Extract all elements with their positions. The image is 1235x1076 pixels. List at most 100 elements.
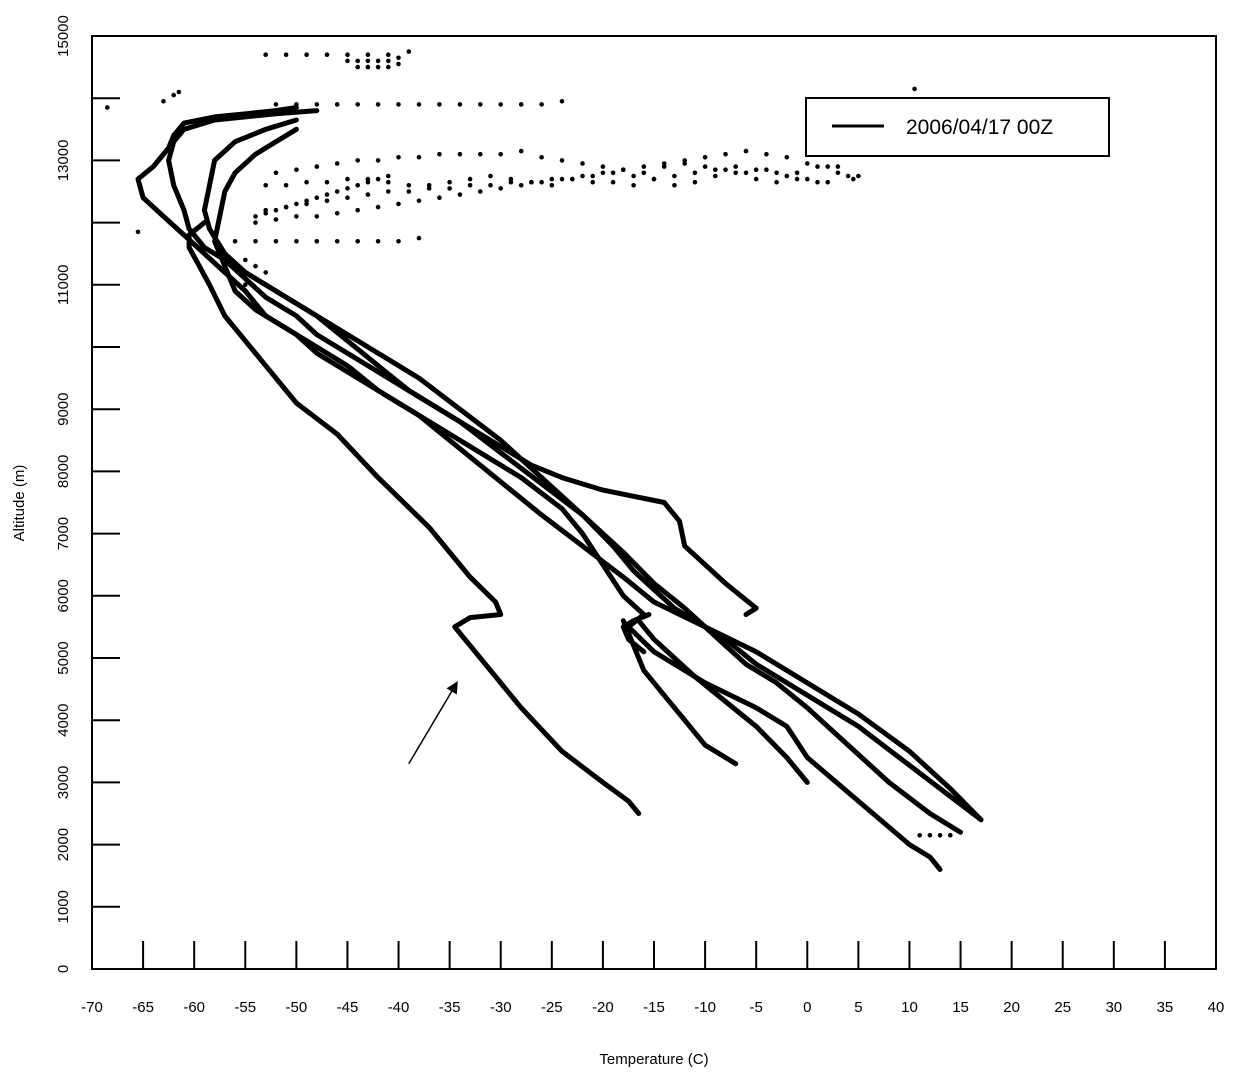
data-point: [590, 173, 595, 179]
x-tick-label: -30: [490, 999, 512, 1016]
data-point: [243, 282, 248, 288]
data-point: [549, 183, 555, 188]
data-point: [386, 173, 391, 179]
data-point: [600, 170, 606, 176]
data-point: [692, 170, 698, 176]
data-point: [416, 235, 422, 241]
data-point: [355, 239, 361, 244]
data-point: [375, 64, 381, 70]
data-point: [416, 198, 422, 204]
data-point: [304, 179, 309, 185]
data-point: [386, 64, 391, 70]
data-point: [314, 102, 320, 107]
data-point: [273, 207, 279, 213]
data-point: [375, 58, 381, 64]
data-point: [702, 164, 708, 169]
data-point: [641, 170, 647, 176]
data-point: [498, 102, 504, 107]
data-point: [355, 158, 361, 163]
data-point: [406, 183, 412, 188]
data-point: [549, 176, 555, 182]
data-point: [324, 52, 330, 57]
data-point: [294, 214, 299, 219]
data-point: [273, 239, 279, 244]
data-point: [559, 158, 565, 163]
data-point: [539, 179, 544, 185]
data-point: [498, 151, 504, 157]
data-point: [651, 176, 657, 182]
x-tick-label: -5: [750, 999, 763, 1016]
data-point: [805, 176, 810, 182]
data-point: [365, 192, 371, 197]
data-point: [253, 239, 258, 244]
data-point: [283, 183, 289, 188]
data-point: [774, 179, 779, 185]
data-point: [713, 167, 718, 172]
data-point: [559, 176, 565, 182]
data-point: [253, 214, 258, 219]
y-tick-label: 2000: [55, 828, 72, 861]
data-point: [105, 105, 110, 110]
data-point: [416, 102, 422, 107]
data-point: [345, 176, 350, 182]
data-point: [764, 167, 769, 172]
x-tick-label: -10: [694, 999, 716, 1016]
data-point: [263, 270, 269, 275]
data-point: [912, 86, 917, 92]
data-point: [457, 192, 463, 197]
data-point: [355, 207, 361, 213]
data-point: [365, 179, 371, 185]
data-point: [304, 52, 309, 57]
y-tick-label: 6000: [55, 579, 72, 612]
data-point: [334, 102, 340, 107]
data-point: [610, 179, 616, 185]
data-point: [263, 52, 269, 57]
y-axis-title: Altitude (m): [11, 465, 28, 542]
x-tick-label: 15: [952, 999, 969, 1016]
x-tick-label: 0: [803, 999, 811, 1016]
data-point: [273, 170, 279, 176]
data-point: [437, 151, 442, 157]
sounding-line-4: [212, 126, 984, 823]
x-tick-label: -70: [81, 999, 103, 1016]
y-tick-label: 5000: [55, 641, 72, 674]
x-tick-label: 25: [1054, 999, 1071, 1016]
data-point: [784, 173, 790, 179]
data-point: [176, 89, 182, 95]
data-point: [416, 155, 422, 160]
y-tick-label: 11000: [55, 264, 72, 305]
x-tick-label: -25: [541, 999, 563, 1016]
sounding-line-8: [620, 612, 652, 655]
data-point: [365, 52, 371, 57]
data-point: [723, 151, 728, 157]
data-point: [743, 170, 749, 176]
annotation-arrow: [408, 681, 458, 765]
data-point: [713, 173, 718, 179]
data-point: [171, 92, 176, 98]
data-point: [851, 176, 856, 182]
data-point: [375, 204, 381, 210]
data-point: [355, 183, 361, 188]
data-point: [396, 55, 401, 61]
data-point: [508, 176, 514, 182]
data-point: [753, 176, 759, 182]
data-point: [294, 102, 299, 107]
data-point: [661, 161, 667, 166]
data-point: [733, 164, 738, 169]
x-tick-label: -15: [643, 999, 665, 1016]
data-point: [723, 167, 728, 172]
data-point: [529, 179, 534, 185]
data-point: [386, 189, 391, 194]
data-point: [518, 102, 524, 107]
data-point: [672, 173, 677, 179]
data-point: [825, 164, 830, 169]
ticks-layer: -70 -65 -60 -55 -50 -45 -40 -35 -30 -25 -20 -15 -10-…: [55, 15, 1224, 1016]
data-point: [835, 164, 841, 169]
x-tick-label: 35: [1157, 999, 1174, 1016]
data-point: [774, 170, 779, 176]
data-point: [478, 102, 483, 107]
data-point: [559, 99, 565, 104]
data-point: [263, 183, 269, 188]
sounding-line-3: [201, 117, 963, 835]
data-point: [386, 52, 391, 57]
